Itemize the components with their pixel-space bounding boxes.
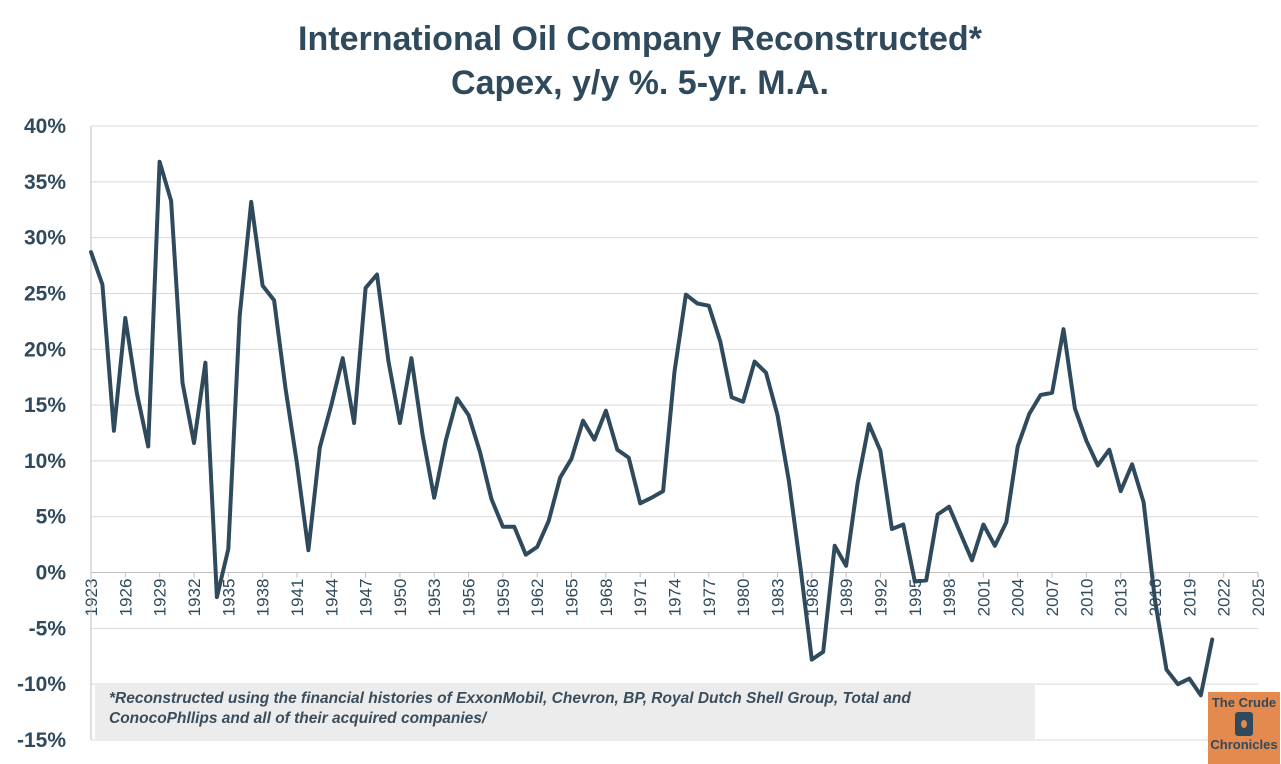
series-line — [89, 159, 1215, 698]
x-tick-label: 1992 — [871, 579, 890, 617]
x-tick-label: 2025 — [1249, 579, 1268, 617]
x-tick-label: 1977 — [700, 579, 719, 617]
footnote-line-2: ConocoPhllips and all of their acquired … — [109, 710, 487, 727]
y-axis-ticks: 40% 35% 30% 25% 20% 15% 10% 5% 0% -5% -10% -15% — [17, 115, 66, 752]
x-tick-label: 1947 — [357, 579, 376, 617]
x-tick-label: 1932 — [185, 579, 204, 617]
x-tick-label: 1938 — [254, 579, 273, 617]
y-tick-label: 0% — [36, 562, 67, 585]
y-tick-label: -10% — [17, 673, 66, 696]
x-tick-label: 1998 — [940, 579, 959, 617]
x-tick-label: 1983 — [768, 579, 787, 617]
x-tick-label: 1974 — [666, 579, 685, 617]
x-axis-ticks: 1923 1926 1929 1932 1935 1938 1941 1944 1947 1950… — [82, 572, 1268, 617]
x-tick-label: 1935 — [219, 579, 238, 617]
x-tick-label: 1926 — [116, 579, 135, 617]
footnote-line-1: *Reconstructed using the financial histo… — [109, 690, 911, 707]
x-tick-label: 2004 — [1009, 579, 1028, 617]
x-tick-label: 2019 — [1180, 579, 1199, 617]
chart-subtitle: Capex, y/y %. 5-yr. M.A. — [451, 64, 829, 102]
y-tick-label: 10% — [24, 450, 66, 473]
footnote-box: *Reconstructed using the financial histo… — [95, 683, 1035, 740]
x-tick-label: 1944 — [322, 579, 341, 617]
y-tick-label: 30% — [24, 227, 66, 250]
x-tick-label: 1986 — [803, 579, 822, 617]
y-tick-label: 5% — [36, 506, 67, 529]
chart-title: International Oil Company Reconstructed* — [298, 20, 983, 58]
x-tick-label: 1968 — [597, 579, 616, 617]
oil-barrel-icon — [1235, 712, 1253, 736]
x-tick-label: 1956 — [460, 579, 479, 617]
x-tick-label: 1959 — [494, 579, 513, 617]
x-tick-label: 1953 — [425, 579, 444, 617]
x-tick-label: 1950 — [391, 579, 410, 617]
y-tick-label: 15% — [24, 394, 66, 417]
logo: The Crude Chronicles — [1208, 692, 1280, 764]
x-tick-label: 1995 — [906, 579, 925, 617]
y-tick-label: 20% — [24, 338, 66, 361]
logo-line-2: Chronicles — [1210, 737, 1278, 752]
x-tick-label: 1989 — [837, 579, 856, 617]
x-tick-label: 2007 — [1043, 579, 1062, 617]
logo-line-1: The Crude — [1211, 695, 1277, 710]
x-tick-label: 2022 — [1215, 579, 1234, 617]
x-tick-label: 2001 — [974, 579, 993, 617]
x-tick-label: 1971 — [631, 579, 650, 617]
x-tick-label: 1962 — [528, 579, 547, 617]
x-tick-label: 1941 — [288, 579, 307, 617]
y-tick-label: -5% — [29, 617, 67, 640]
y-tick-label: 25% — [24, 282, 66, 305]
y-tick-label: 40% — [24, 115, 66, 138]
x-tick-label: 2010 — [1077, 579, 1096, 617]
x-tick-label: 1965 — [563, 579, 582, 617]
y-tick-label: 35% — [24, 171, 66, 194]
y-tick-label: -15% — [17, 729, 66, 752]
x-tick-label: 2013 — [1112, 579, 1131, 617]
x-tick-label: 1929 — [151, 579, 170, 617]
x-tick-label: 1980 — [734, 579, 753, 617]
